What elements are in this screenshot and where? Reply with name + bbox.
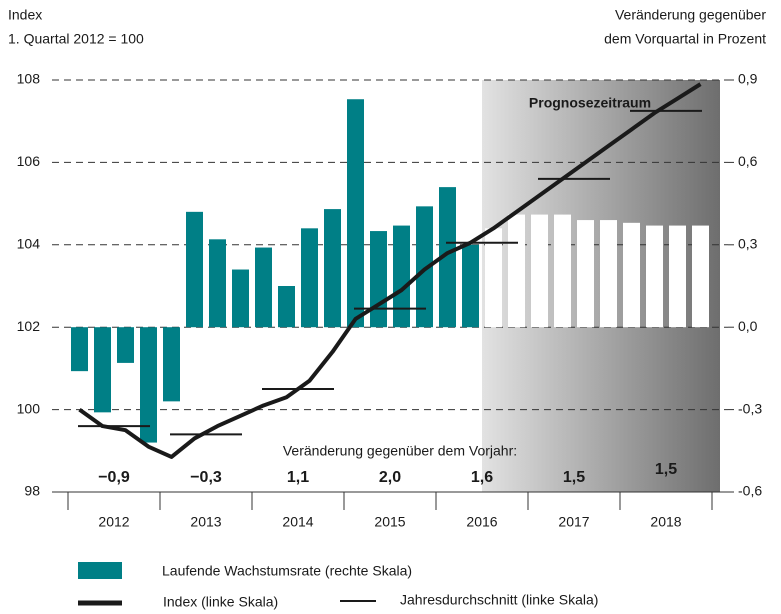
bar [600, 220, 617, 328]
bar [393, 225, 410, 328]
bar [577, 220, 594, 328]
annual-change-label: 1,6 [471, 469, 493, 486]
bar [485, 228, 502, 328]
bar [186, 211, 203, 328]
bar [117, 327, 134, 363]
bar [669, 225, 686, 328]
annual-change-label: 1,5 [655, 461, 677, 478]
annual-change-label: −0,3 [190, 469, 222, 486]
x-tick-label: 2017 [558, 514, 589, 530]
left-axis-title: 1. Quartal 2012 = 100 [8, 31, 144, 47]
y-tick-label: 98 [24, 483, 40, 499]
bar [255, 247, 272, 328]
y2-tick-label: 0,0 [738, 318, 758, 334]
bar [623, 222, 640, 328]
bar [232, 269, 249, 328]
bar [554, 214, 571, 328]
x-tick-label: 2018 [650, 514, 681, 530]
annotation: Veränderung gegenüber dem Vorjahr: [283, 443, 517, 459]
bar [301, 228, 318, 328]
legend-label: Jahresdurchschnitt (linke Skala) [400, 592, 598, 608]
y-tick-label: 106 [17, 153, 41, 169]
annual-change-label: 2,0 [379, 469, 401, 486]
y2-tick-label: -0,3 [738, 400, 762, 416]
index-line [78, 82, 702, 459]
annual-change-label: 1,5 [563, 469, 585, 486]
bar [646, 225, 663, 328]
bar [692, 225, 709, 328]
bar [140, 327, 157, 443]
forecast-label: Prognosezeitraum [529, 95, 651, 111]
x-tick-label: 2012 [98, 514, 129, 530]
y-tick-label: 104 [17, 236, 41, 252]
bar [531, 214, 548, 328]
right-axis-title: Veränderung gegenüber [615, 7, 766, 23]
bar [324, 209, 341, 328]
bar [462, 244, 479, 328]
legend-label: Index (linke Skala) [163, 594, 278, 610]
y-tick-label: 100 [17, 400, 41, 416]
x-tick-label: 2014 [282, 514, 313, 530]
left-axis-title: Index [8, 7, 42, 23]
legend-swatch [78, 562, 122, 579]
x-tick-label: 2013 [190, 514, 221, 530]
bar [416, 206, 433, 328]
bar [370, 231, 387, 328]
right-axis-title: dem Vorquartal in Prozent [604, 31, 766, 47]
annual-change-label: −0,9 [98, 469, 130, 486]
y2-tick-label: -0,6 [738, 483, 762, 499]
bar [94, 327, 111, 413]
bar [209, 239, 226, 328]
bar [508, 214, 525, 328]
bar [163, 327, 180, 402]
y-tick-label: 102 [17, 318, 41, 334]
legend-label: Laufende Wachstumsrate (rechte Skala) [162, 563, 412, 579]
x-tick-label: 2015 [374, 514, 405, 530]
y2-tick-label: 0,9 [738, 71, 758, 87]
y-tick-label: 108 [17, 71, 41, 87]
y2-tick-label: 0,3 [738, 236, 758, 252]
y2-tick-label: 0,6 [738, 153, 758, 169]
x-tick-label: 2016 [466, 514, 497, 530]
bar [347, 99, 364, 328]
annual-change-label: 1,1 [287, 469, 309, 486]
bar [71, 327, 88, 372]
bar [278, 286, 295, 328]
bar [439, 187, 456, 328]
